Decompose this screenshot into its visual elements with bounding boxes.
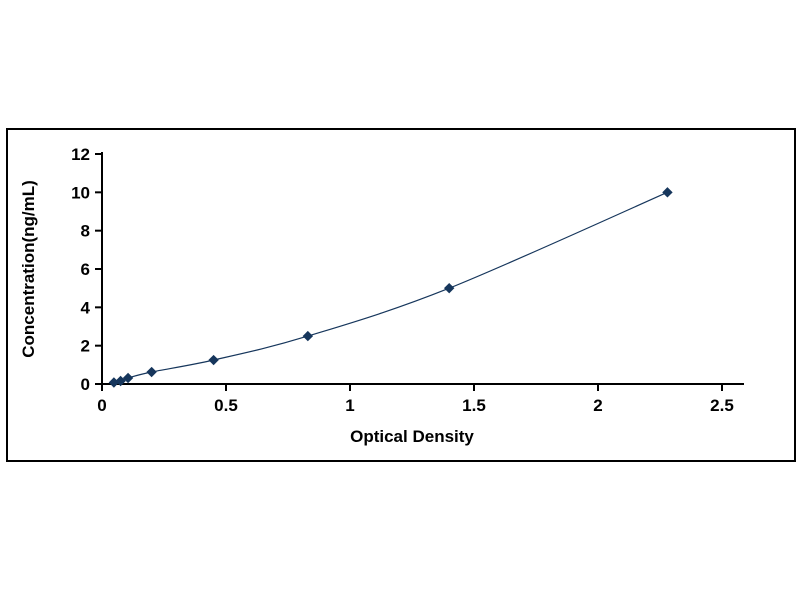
data-point-marker — [302, 330, 314, 342]
data-series-layer — [108, 187, 673, 388]
x-tick-label: 1 — [345, 396, 354, 415]
x-tick-label: 2 — [593, 396, 602, 415]
series-line — [113, 191, 668, 384]
x-tick-label: 2.5 — [710, 396, 734, 415]
y-tick-label: 10 — [71, 183, 90, 202]
y-tick-label: 4 — [81, 298, 91, 317]
data-point-marker — [208, 354, 219, 366]
axes-layer: 0 0.5 1 1.5 2 2.5 0 2 4 6 8 10 12 — [71, 145, 744, 415]
data-point-marker — [146, 366, 157, 378]
data-point-marker — [443, 282, 455, 294]
data-point-marker — [115, 375, 126, 387]
x-tick-label: 0.5 — [214, 396, 238, 415]
y-tick-label: 6 — [81, 260, 90, 279]
data-point-marker — [662, 187, 673, 198]
x-tick-label: 0 — [97, 396, 106, 415]
data-point-marker — [122, 372, 134, 384]
y-axis-title: Concentration(ng/mL) — [19, 180, 38, 358]
y-tick-label: 2 — [81, 337, 90, 356]
standard-curve-chart: 0 0.5 1 1.5 2 2.5 0 2 4 6 8 10 12 Optical Density Co… — [6, 128, 796, 462]
plot-svg: 0 0.5 1 1.5 2 2.5 0 2 4 6 8 10 12 Optical Density Co… — [19, 145, 744, 446]
y-tick-label: 8 — [81, 222, 90, 241]
x-axis-title: Optical Density — [350, 427, 474, 446]
y-tick-label: 12 — [71, 145, 90, 164]
x-tick-label: 1.5 — [462, 396, 486, 415]
y-tick-label: 0 — [81, 375, 90, 394]
